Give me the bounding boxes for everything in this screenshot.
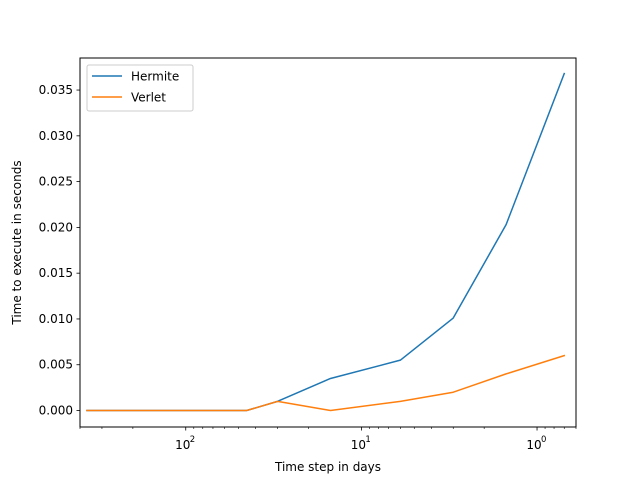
x-minor-ticks bbox=[79, 427, 577, 429]
x-axis-label: Time step in days bbox=[274, 460, 381, 474]
x-tick-exponent: 1 bbox=[365, 435, 370, 445]
y-axis-label: Time to execute in seconds bbox=[10, 160, 24, 325]
y-tick-label: 0.035 bbox=[39, 83, 73, 97]
legend: Hermite Verlet bbox=[86, 64, 194, 112]
y-tick-label: 0.020 bbox=[39, 220, 73, 234]
x-tick-exponent: 0 bbox=[541, 435, 546, 445]
y-tick-label: 0.000 bbox=[39, 404, 73, 418]
plot-frame bbox=[79, 57, 577, 428]
series-line-verlet bbox=[86, 354, 566, 412]
x-tick-label: 10 bbox=[351, 438, 366, 452]
y-tick-label: 0.030 bbox=[39, 129, 73, 143]
legend-label-hermite: Hermite bbox=[131, 70, 179, 84]
x-axis-ticks: 10 2 10 1 10 0 bbox=[175, 427, 546, 452]
legend-label-verlet: Verlet bbox=[131, 91, 166, 105]
series-layer bbox=[86, 72, 566, 412]
y-axis-ticks: 0.000 0.005 0.010 0.015 0.020 0.025 0.030 0.035 bbox=[39, 83, 80, 418]
y-tick-label: 0.005 bbox=[39, 358, 73, 372]
y-tick-label: 0.015 bbox=[39, 266, 73, 280]
x-tick-exponent: 2 bbox=[190, 435, 195, 445]
x-tick-label: 10 bbox=[175, 438, 190, 452]
y-tick-label: 0.025 bbox=[39, 175, 73, 189]
x-tick-label: 10 bbox=[526, 438, 541, 452]
y-tick-label: 0.010 bbox=[39, 312, 73, 326]
